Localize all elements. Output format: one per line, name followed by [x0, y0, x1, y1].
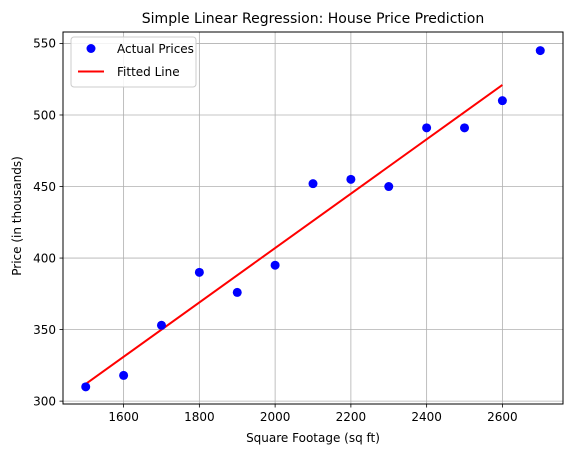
data-point [422, 123, 432, 133]
data-point [270, 260, 280, 270]
y-tick-label: 450 [33, 180, 56, 194]
x-axis-ticks: 1600 1800 2000 2200 2400 2600 [108, 404, 518, 424]
data-point [232, 287, 242, 297]
data-point [81, 382, 91, 392]
y-axis-ticks: 300 350 400 450 500 550 [33, 37, 63, 408]
legend-label-actual-prices: Actual Prices [117, 42, 194, 56]
plot-frame [62, 31, 564, 405]
data-point [194, 267, 204, 277]
y-tick-label: 400 [33, 251, 56, 265]
y-axis-title: Price (in thousands) [10, 156, 24, 276]
legend: Actual Prices Fitted Line [70, 36, 197, 88]
x-tick-label: 1800 [184, 410, 215, 424]
data-point [497, 96, 507, 106]
x-tick-label: 2600 [487, 410, 518, 424]
data-point [460, 123, 470, 133]
y-tick-label: 350 [33, 323, 56, 337]
data-point [384, 182, 394, 192]
x-tick-label: 2200 [336, 410, 367, 424]
legend-box [70, 36, 197, 88]
legend-label-fitted-line: Fitted Line [117, 65, 180, 79]
fitted-line-layer [85, 84, 503, 385]
y-tick-label: 300 [33, 394, 56, 408]
chart-title: Simple Linear Regression: House Price Pr… [142, 11, 484, 27]
fitted-line [85, 84, 503, 385]
scatter-points-layer [81, 46, 545, 392]
data-point [156, 320, 166, 330]
data-point [308, 179, 318, 189]
x-tick-label: 2400 [411, 410, 442, 424]
data-point [119, 370, 129, 380]
y-tick-label: 500 [33, 108, 56, 122]
x-tick-label: 2000 [260, 410, 291, 424]
data-point [346, 174, 356, 184]
x-axis-title: Square Footage (sq ft) [246, 431, 380, 445]
x-tick-label: 1600 [108, 410, 139, 424]
y-tick-label: 550 [33, 37, 56, 51]
legend-marker-actual-prices [86, 44, 96, 53]
data-point [535, 46, 545, 56]
